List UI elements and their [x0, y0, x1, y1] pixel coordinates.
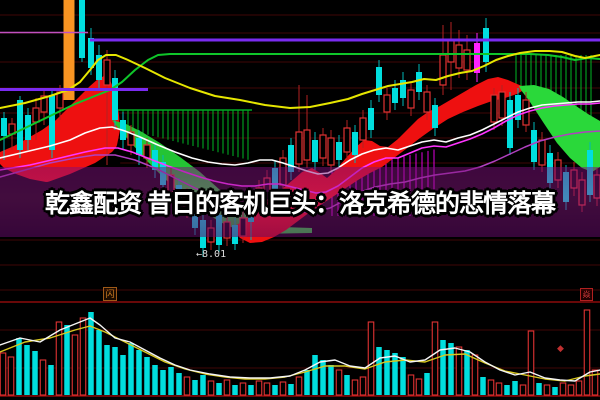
volume-bars-layer — [0, 309, 599, 396]
red-dot-icon: ◆ — [557, 343, 564, 353]
orange-badge-icon: 闪 — [103, 287, 117, 301]
headline-band: 乾鑫配资 昔日的客机巨头：洛克希德的悲情落幕 — [0, 167, 600, 237]
volume-ma-layer — [0, 317, 600, 382]
headline-text: 乾鑫配资 昔日的客机巨头：洛克希德的悲情落幕 — [45, 190, 556, 218]
red-badge-icon: 焱 — [580, 288, 593, 301]
low-price-label: ←8.01 — [196, 249, 227, 260]
level-lines-layer — [0, 31, 600, 91]
